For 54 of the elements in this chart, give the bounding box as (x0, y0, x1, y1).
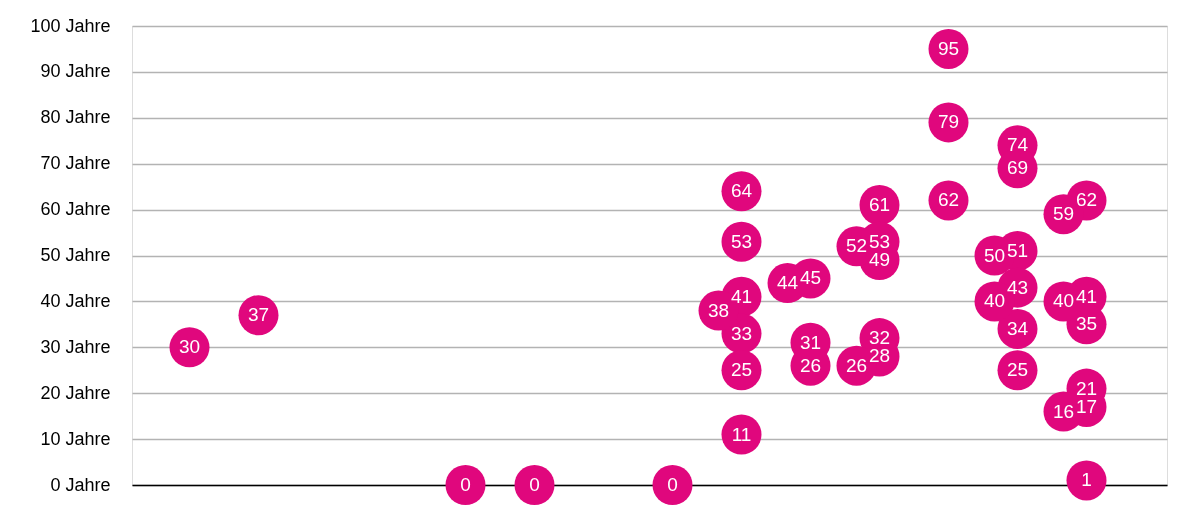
point (514, 465, 555, 505)
y-tick-label: 40 Jahre (40, 290, 111, 311)
data-label: 34 (1006, 317, 1029, 339)
y-tick-label: 0 Jahre (50, 474, 111, 495)
data-label: 38 (707, 299, 730, 321)
y-tick-label: 30 Jahre (40, 336, 111, 357)
data-label: 50 (983, 244, 1006, 266)
data-label: 44 (776, 272, 799, 294)
data-label: 25 (730, 359, 753, 381)
data-label: 51 (1006, 239, 1029, 261)
data-label: 31 (799, 331, 822, 353)
y-tick-label: 20 Jahre (40, 382, 111, 403)
data-label: 37 (247, 304, 270, 326)
data-label: 61 (868, 194, 891, 216)
data-label: 33 (730, 322, 753, 344)
data-label: 40 (1052, 290, 1075, 312)
data-label: 74 (1006, 134, 1029, 156)
data-label: 53 (730, 230, 753, 252)
data-label: 1 (1081, 469, 1092, 491)
data-label: 95 (937, 37, 960, 59)
y-tick-label: 60 Jahre (40, 199, 111, 220)
data-label: 0 (667, 474, 678, 495)
data-label: 59 (1052, 203, 1075, 225)
data-label: 64 (730, 180, 753, 202)
data-label: 11 (731, 423, 752, 445)
y-tick-label: 10 Jahre (40, 428, 111, 449)
data-label: 0 (460, 474, 471, 495)
data-label: 40 (983, 290, 1006, 312)
point (1066, 460, 1107, 501)
y-tick-label: 80 Jahre (40, 107, 111, 128)
y-tick-label: 50 Jahre (40, 245, 111, 265)
data-label: 30 (178, 336, 201, 358)
y-tick-label: 70 Jahre (40, 153, 111, 174)
data-label: 43 (1006, 276, 1029, 298)
data-label: 26 (845, 354, 868, 376)
point (445, 465, 486, 505)
data-label: 69 (1006, 157, 1029, 179)
data-label: 62 (1075, 189, 1098, 211)
data-label: 49 (868, 249, 891, 271)
data-label: 41 (730, 285, 753, 307)
y-tick-label: 100 Jahre (30, 15, 111, 36)
data-label: 62 (937, 189, 960, 211)
y-tick-label: 90 Jahre (40, 61, 111, 82)
data-label: 35 (1075, 313, 1098, 335)
data-label: 41 (1075, 285, 1098, 307)
data-label: 45 (799, 267, 822, 289)
data-label: 53 (868, 230, 891, 252)
data-label: 16 (1052, 400, 1075, 422)
data-label: 52 (845, 235, 868, 257)
data-label: 25 (1006, 359, 1029, 381)
data-label: 79 (937, 111, 960, 133)
point (652, 465, 693, 505)
data-label: 0 (529, 474, 540, 495)
data-label: 26 (799, 354, 822, 376)
